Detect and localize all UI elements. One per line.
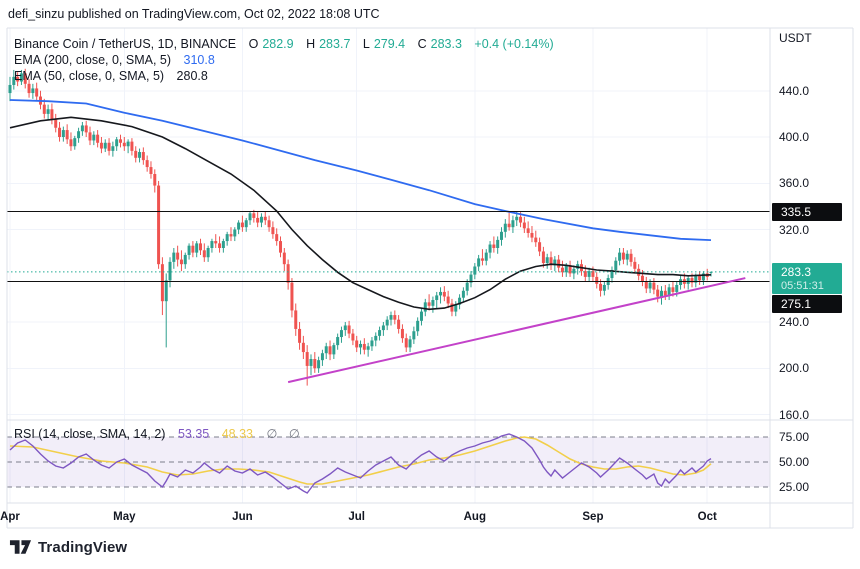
price-tick-label: 440.0	[779, 83, 810, 98]
rsi-band-layer	[7, 436, 770, 488]
candles-layer	[8, 68, 713, 386]
price-tick-label: 320.0	[779, 222, 810, 237]
price-level-badge-lower: 275.1	[772, 295, 842, 314]
rsi-tick-label: 50.00	[779, 455, 810, 469]
ohlc-close-value: 283.3	[430, 37, 462, 51]
ohlc-high-label: H	[306, 37, 316, 51]
ohlc-low-value: 279.4	[373, 37, 406, 51]
ascending-trendline[interactable]	[287, 277, 746, 384]
month-label: Aug	[463, 511, 486, 523]
ohlc-change-value: +0.4 (+0.14%)	[474, 37, 554, 51]
month-label: May	[113, 511, 136, 523]
ema50-legend-row[interactable]: EMA (50, close, 0, SMA, 5) 280.8	[14, 69, 208, 83]
ohlc-low-label: L	[362, 37, 370, 51]
rsi-legend-row[interactable]: RSI (14, close, SMA, 14, 2) 53.35 48.33 …	[14, 426, 304, 441]
symbol-legend-row[interactable]: Binance Coin / TetherUS, 1D, BINANCE O 28…	[14, 37, 554, 51]
ema200-label: EMA (200, close, 0, SMA, 5)	[14, 53, 172, 67]
rsi-empty-values: ∅ ∅	[266, 427, 304, 441]
horizontal-levels-layer	[7, 210, 770, 283]
rsi-tick-label: 25.00	[779, 480, 810, 494]
ema-lines-layer	[9, 99, 712, 311]
month-label: Sep	[582, 511, 604, 523]
price-axis-currency: USDT	[779, 31, 812, 45]
price-tick-label: 400.0	[779, 130, 810, 144]
ohlc-open-label: O	[248, 37, 259, 51]
ema50-line	[9, 116, 712, 311]
month-label: Apr	[0, 511, 20, 523]
month-label: Jun	[232, 511, 253, 523]
price-level-badge-upper: 335.5	[772, 203, 842, 222]
rsi-lines-layer	[9, 433, 712, 494]
rsi-label: RSI (14, close, SMA, 14, 2)	[14, 427, 166, 441]
tradingview-brand-text: TradingView	[38, 538, 128, 556]
rsi-ma-value: 48.33	[221, 427, 253, 441]
month-label: Oct	[697, 511, 717, 523]
bar-countdown: 05:51:31	[781, 280, 824, 293]
ema50-label: EMA (50, close, 0, SMA, 5)	[14, 69, 165, 83]
price-tick-label: 360.0	[779, 176, 810, 191]
ema50-value: 280.8	[176, 69, 208, 83]
tradingview-watermark[interactable]: TradingView	[9, 537, 127, 557]
ema200-line	[9, 99, 712, 241]
symbol-title: Binance Coin / TetherUS, 1D, BINANCE	[14, 37, 237, 51]
rsi-line	[9, 433, 712, 494]
ohlc-close-label: C	[417, 37, 427, 51]
rsi-tick-label: 75.00	[779, 430, 810, 444]
tradingview-logo-icon	[9, 540, 32, 554]
rsi-value: 53.35	[177, 427, 210, 441]
price-tick-label: 240.0	[779, 315, 810, 329]
last-price-badge: 283.3 05:51:31	[772, 263, 842, 295]
price-tick-label: 160.0	[779, 407, 810, 422]
month-label: Jul	[348, 511, 366, 523]
ohlc-high-value: 283.7	[319, 37, 351, 51]
ohlc-open-value: 282.9	[262, 37, 294, 51]
publish-caption: defi_sinzu published on TradingView.com,…	[8, 7, 380, 21]
pane-separators-layer	[6, 27, 854, 529]
ema200-value: 310.8	[183, 53, 215, 67]
ema200-legend-row[interactable]: EMA (200, close, 0, SMA, 5) 310.8	[14, 53, 215, 67]
price-tick-label: 200.0	[779, 361, 810, 376]
